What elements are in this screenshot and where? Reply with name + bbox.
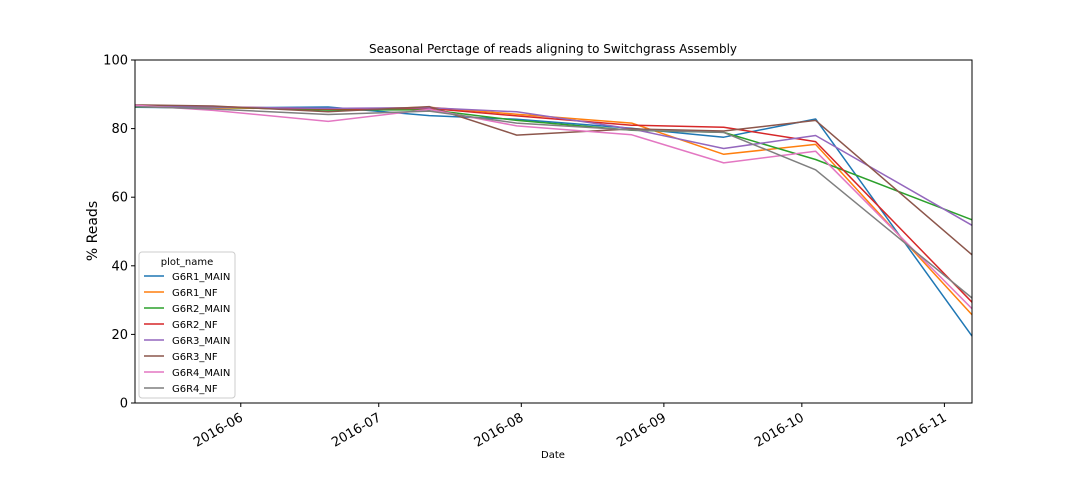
y-tick-label: 60 [111, 191, 128, 206]
series-line-g6r4-nf [134, 105, 973, 299]
y-tick-label: 40 [111, 259, 128, 274]
legend-box [138, 251, 236, 399]
x-axis: 2016-06 2016-07 2016-08 2016-09 2016-10 2016-… [191, 403, 949, 451]
x-tick-label: 2016-10 [752, 410, 807, 450]
x-axis-label: Date [541, 450, 565, 461]
y-tick-label: 20 [111, 328, 128, 343]
x-tick-label: 2016-07 [329, 410, 384, 450]
legend-label: G6R2_MAIN [172, 304, 230, 315]
legend-label: G6R3_NF [172, 352, 218, 363]
y-tick-label: 0 [120, 397, 128, 412]
y-axis: 0 20 40 60 80 100 [103, 54, 135, 412]
plot-frame [134, 59, 973, 404]
series-lines [134, 104, 973, 337]
chart-title: Seasonal Perctage of reads aligning to S… [369, 42, 737, 56]
series-line-g6r2-nf [134, 104, 973, 303]
x-tick-label: 2016-09 [614, 410, 669, 450]
legend: plot_name G6R1_MAIN G6R1_NF G6R2_MAIN G6R2_… [138, 251, 236, 399]
x-tick-label: 2016-06 [191, 410, 246, 450]
series-line-g6r1-main [134, 106, 973, 337]
series-line-g6r3-nf [134, 104, 973, 256]
legend-label: G6R4_NF [172, 384, 218, 395]
legend-label: G6R3_MAIN [172, 336, 230, 347]
series-line-g6r2-main [135, 106, 973, 221]
legend-label: G6R1_NF [172, 288, 218, 299]
y-tick-label: 80 [111, 122, 128, 137]
legend-label: G6R1_MAIN [172, 272, 230, 283]
x-tick-label: 2016-11 [895, 410, 950, 450]
legend-title: plot_name [161, 257, 214, 268]
series-line-g6r4-main [134, 104, 973, 310]
x-tick-label: 2016-08 [472, 410, 527, 450]
y-axis-label: % Reads [85, 201, 101, 261]
y-tick-label: 100 [103, 54, 128, 69]
legend-label: G6R2_NF [172, 320, 218, 331]
legend-label: G6R4_MAIN [172, 368, 230, 379]
series-line-g6r1-nf [134, 105, 973, 316]
